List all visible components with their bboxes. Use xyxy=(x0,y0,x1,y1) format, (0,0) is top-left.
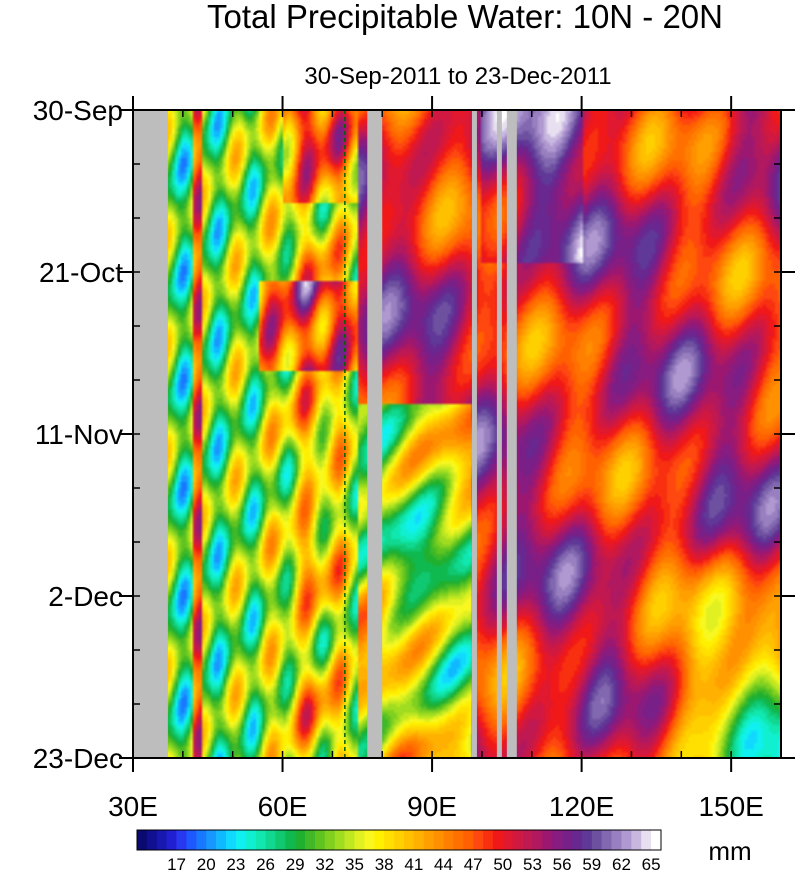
colorbar-swatch xyxy=(146,830,158,850)
colorbar-label: 32 xyxy=(315,855,334,872)
colorbar-swatch xyxy=(473,830,484,850)
y-tick-label: 11-Nov xyxy=(35,419,123,450)
colorbar-label: 41 xyxy=(404,855,423,872)
colorbar-label: 50 xyxy=(493,855,512,872)
colorbar-swatch xyxy=(492,830,504,850)
colorbar-swatch xyxy=(206,830,217,850)
colorbar-swatch xyxy=(354,830,365,850)
chart-title: Total Precipitable Water: 10N - 20N xyxy=(207,0,723,35)
colorbar-swatch xyxy=(305,830,316,850)
colorbar-label: 59 xyxy=(582,855,601,872)
colorbar-swatch xyxy=(522,830,533,850)
colorbar-swatch xyxy=(423,830,434,850)
y-axis: 30-Sep 21-Oct 11-Nov 2-Dec 23-Dec xyxy=(33,95,795,774)
colorbar-swatch xyxy=(611,830,622,850)
colorbar-swatch xyxy=(581,830,593,850)
colorbar-label: 53 xyxy=(523,855,542,872)
colorbar-swatch xyxy=(542,830,553,850)
colorbar-label: 35 xyxy=(345,855,364,872)
colorbar-swatch xyxy=(186,830,197,850)
colorbar-swatch xyxy=(631,830,642,850)
colorbar-label: 62 xyxy=(612,855,631,872)
colorbar-swatch xyxy=(255,830,266,850)
chart-subtitle: 30-Sep-2011 to 23-Dec-2011 xyxy=(304,63,611,90)
colorbar-swatch xyxy=(483,830,494,850)
colorbar-swatch xyxy=(512,830,523,850)
y-tick-label: 2-Dec xyxy=(48,581,123,612)
colorbar-units: mm xyxy=(708,836,751,866)
colorbar-swatch xyxy=(403,830,415,850)
colorbar-swatch xyxy=(324,830,336,850)
colorbar-swatch xyxy=(394,830,405,850)
colorbar-swatch xyxy=(176,830,187,850)
colorbar-swatch xyxy=(245,830,256,850)
y-tick-label: 23-Dec xyxy=(33,743,123,774)
colorbar-label: 56 xyxy=(553,855,572,872)
colorbar-label: 26 xyxy=(256,855,275,872)
x-tick-label: 120E xyxy=(549,791,614,822)
tpw-heatmap xyxy=(133,110,781,758)
colorbar-label: 29 xyxy=(286,855,305,872)
colorbar-label: 44 xyxy=(434,855,453,872)
x-tick-label: 90E xyxy=(407,791,457,822)
missing-band-3 xyxy=(496,110,502,758)
colorbar-swatch xyxy=(384,830,395,850)
colorbar-label: 23 xyxy=(226,855,245,872)
colorbar-swatch xyxy=(532,830,543,850)
colorbar-swatch xyxy=(572,830,583,850)
colorbar-swatch xyxy=(285,830,296,850)
colorbar-swatch xyxy=(443,830,454,850)
x-tick-label: 150E xyxy=(698,791,763,822)
colorbar-swatch xyxy=(137,830,148,850)
colorbar-swatch xyxy=(225,830,237,850)
colorbar-swatch xyxy=(216,830,227,850)
y-tick-label: 21-Oct xyxy=(39,257,123,288)
colorbar-swatch xyxy=(433,830,444,850)
colorbar-swatch xyxy=(364,830,375,850)
colorbar-swatch xyxy=(235,830,247,850)
x-axis: 30E 60E 90E 120E 150E xyxy=(108,96,782,822)
colorbar-swatch xyxy=(334,830,345,850)
colorbar-swatch xyxy=(601,830,612,850)
colorbar-label: 38 xyxy=(375,855,394,872)
x-tick-label: 60E xyxy=(258,791,308,822)
colorbar-swatch xyxy=(453,830,464,850)
colorbar-label: 47 xyxy=(464,855,483,872)
colorbar-label: 65 xyxy=(642,855,661,872)
colorbar-swatch xyxy=(314,830,326,850)
colorbar-swatch xyxy=(502,830,513,850)
colorbar-swatch xyxy=(344,830,355,850)
colorbar-label: 17 xyxy=(167,855,186,872)
missing-band-4 xyxy=(506,110,517,758)
colorbar-swatch xyxy=(265,830,276,850)
colorbar-swatch xyxy=(374,830,385,850)
colorbar-swatch xyxy=(641,830,652,850)
colorbar-swatch xyxy=(275,830,286,850)
colorbar-swatch xyxy=(562,830,573,850)
colorbar-swatch xyxy=(463,830,474,850)
x-tick-label: 30E xyxy=(108,791,158,822)
colorbar-swatch xyxy=(196,830,207,850)
colorbar-swatch xyxy=(591,830,602,850)
colorbar-swatch xyxy=(413,830,425,850)
colorbar-swatch xyxy=(621,830,632,850)
colorbar-swatch xyxy=(156,830,167,850)
colorbar: 17 20 23 26 29 32 35 38 41 44 47 50 53 56 59 62 65 xyxy=(136,829,662,872)
colorbar-swatch xyxy=(166,830,177,850)
colorbar-swatch xyxy=(651,830,662,850)
missing-band-1 xyxy=(367,110,383,758)
colorbar-frame xyxy=(136,829,662,851)
colorbar-label: 20 xyxy=(197,855,216,872)
missing-band-2 xyxy=(471,110,477,758)
colorbar-swatch xyxy=(552,830,563,850)
colorbar-swatch xyxy=(295,830,306,850)
plot-area xyxy=(133,110,781,758)
y-tick-label: 30-Sep xyxy=(33,95,123,126)
